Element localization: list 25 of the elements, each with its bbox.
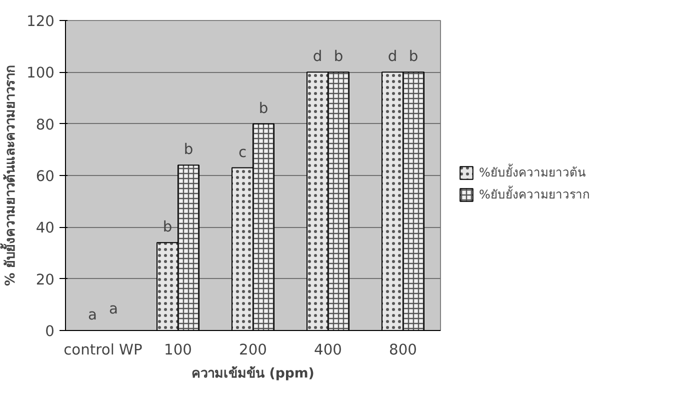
annotation: c [238, 144, 247, 161]
y-tick-label: 0 [45, 323, 55, 340]
x-tick-label: 800 [389, 342, 417, 358]
x-axis-title: ความเข้มข้น (ppm) [192, 366, 314, 382]
x-tick-label: control WP [64, 342, 143, 358]
annotation: a [88, 306, 97, 324]
x-tick-label: 400 [314, 342, 342, 358]
annotation: d [388, 48, 398, 66]
y-axis-title: % ยับยั้งความยาวต้นและความยาวราก [0, 64, 19, 286]
legend-label: %ยับยั้งความยาวราก [479, 184, 590, 204]
annotation: b [184, 141, 194, 158]
legend-label: %ยับยั้งความยาวต้น [479, 162, 586, 182]
annotation: d [312, 48, 322, 66]
x-tick-label: 200 [239, 342, 267, 358]
annotation: b [258, 100, 268, 117]
annotation: b [408, 48, 418, 66]
annotation: a [109, 300, 118, 318]
y-tick-label: 120 [26, 13, 55, 30]
y-tick-label: 20 [36, 271, 55, 288]
y-tick-label: 100 [26, 64, 55, 82]
y-tick-label: 80 [36, 116, 55, 134]
y-tick-label: 40 [36, 220, 55, 237]
y-tick-label: 60 [36, 168, 55, 185]
annotation: b [334, 48, 344, 66]
x-tick-label: 100 [164, 342, 192, 358]
